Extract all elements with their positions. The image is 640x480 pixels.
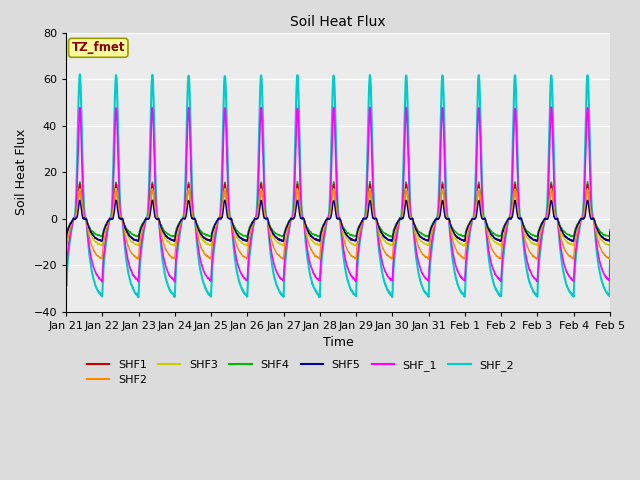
X-axis label: Time: Time <box>323 336 353 349</box>
Y-axis label: Soil Heat Flux: Soil Heat Flux <box>15 129 28 216</box>
Text: TZ_fmet: TZ_fmet <box>72 41 125 54</box>
Legend: SHF1, SHF2, SHF3, SHF4, SHF5, SHF_1, SHF_2: SHF1, SHF2, SHF3, SHF4, SHF5, SHF_1, SHF… <box>83 355 518 390</box>
Title: Soil Heat Flux: Soil Heat Flux <box>290 15 386 29</box>
